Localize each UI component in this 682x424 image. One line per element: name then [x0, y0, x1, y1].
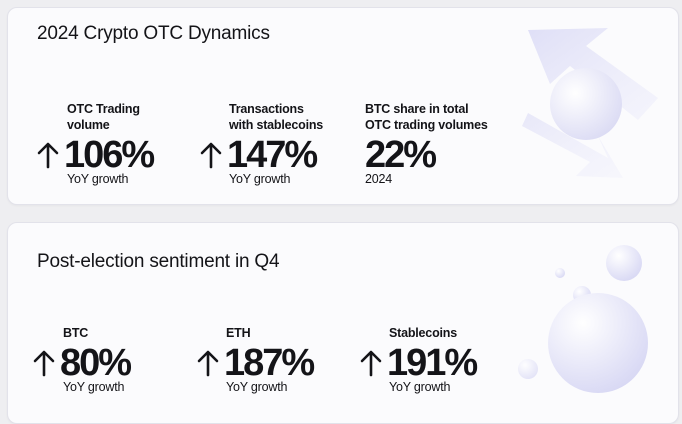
stat-stablecoins: Stablecoins 191% YoY growth [360, 325, 478, 395]
stat-note: 2024 [365, 172, 393, 186]
stat-eth: ETH 187% YoY growth [197, 325, 315, 395]
stat-value: 22% [365, 134, 437, 176]
stat-label: Stablecoins [389, 326, 457, 340]
arrows-decoration-icon [522, 28, 658, 178]
stat-value: 191% [387, 342, 478, 384]
stat-label: Transactions with stablecoins [229, 102, 324, 132]
stat-note: YoY growth [67, 172, 129, 186]
stat-label: BTC [63, 326, 89, 340]
arrow-up-icon [197, 350, 219, 377]
stat-label: BTC share in total OTC trading volumes [365, 102, 488, 132]
stat-value: 80% [60, 342, 132, 384]
stat-stablecoin-transactions: Transactions with stablecoins 147% YoY g… [200, 101, 324, 187]
section-title: 2024 Crypto OTC Dynamics [37, 23, 270, 44]
bubbles-decoration-icon [518, 245, 648, 393]
stat-otc-trading-volume: OTC Trading volume 106% YoY growth [37, 101, 155, 187]
stat-label: OTC Trading volume [67, 102, 140, 132]
stat-value: 187% [224, 342, 315, 384]
stat-note: YoY growth [229, 172, 291, 186]
otc-dynamics-card: 2024 Crypto OTC Dynamics OTC Trading vol… [7, 7, 679, 205]
stat-btc-share: BTC share in total OTC trading volumes 2… [365, 101, 488, 187]
post-election-card: Post-election sentiment in Q4 BTC 80% Yo… [7, 222, 679, 424]
stat-note: YoY growth [226, 380, 288, 394]
stat-note: YoY growth [389, 380, 451, 394]
stat-value: 106% [64, 134, 155, 176]
stat-btc: BTC 80% YoY growth [33, 325, 132, 395]
stat-note: YoY growth [63, 380, 125, 394]
stat-value: 147% [227, 134, 318, 176]
arrow-up-icon [37, 142, 59, 169]
stat-label: ETH [226, 326, 251, 340]
arrow-up-icon [200, 142, 222, 169]
arrow-up-icon [360, 350, 382, 377]
arrow-up-icon [33, 350, 55, 377]
section-title: Post-election sentiment in Q4 [37, 251, 280, 272]
